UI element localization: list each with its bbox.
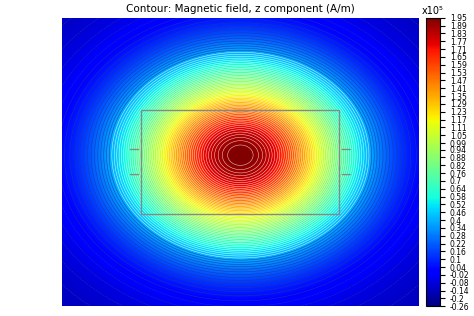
Title: x10⁵: x10⁵	[422, 6, 444, 15]
Bar	[141, 110, 339, 214]
Title: Contour: Magnetic field, z component (A/m): Contour: Magnetic field, z component (A/…	[126, 4, 355, 14]
